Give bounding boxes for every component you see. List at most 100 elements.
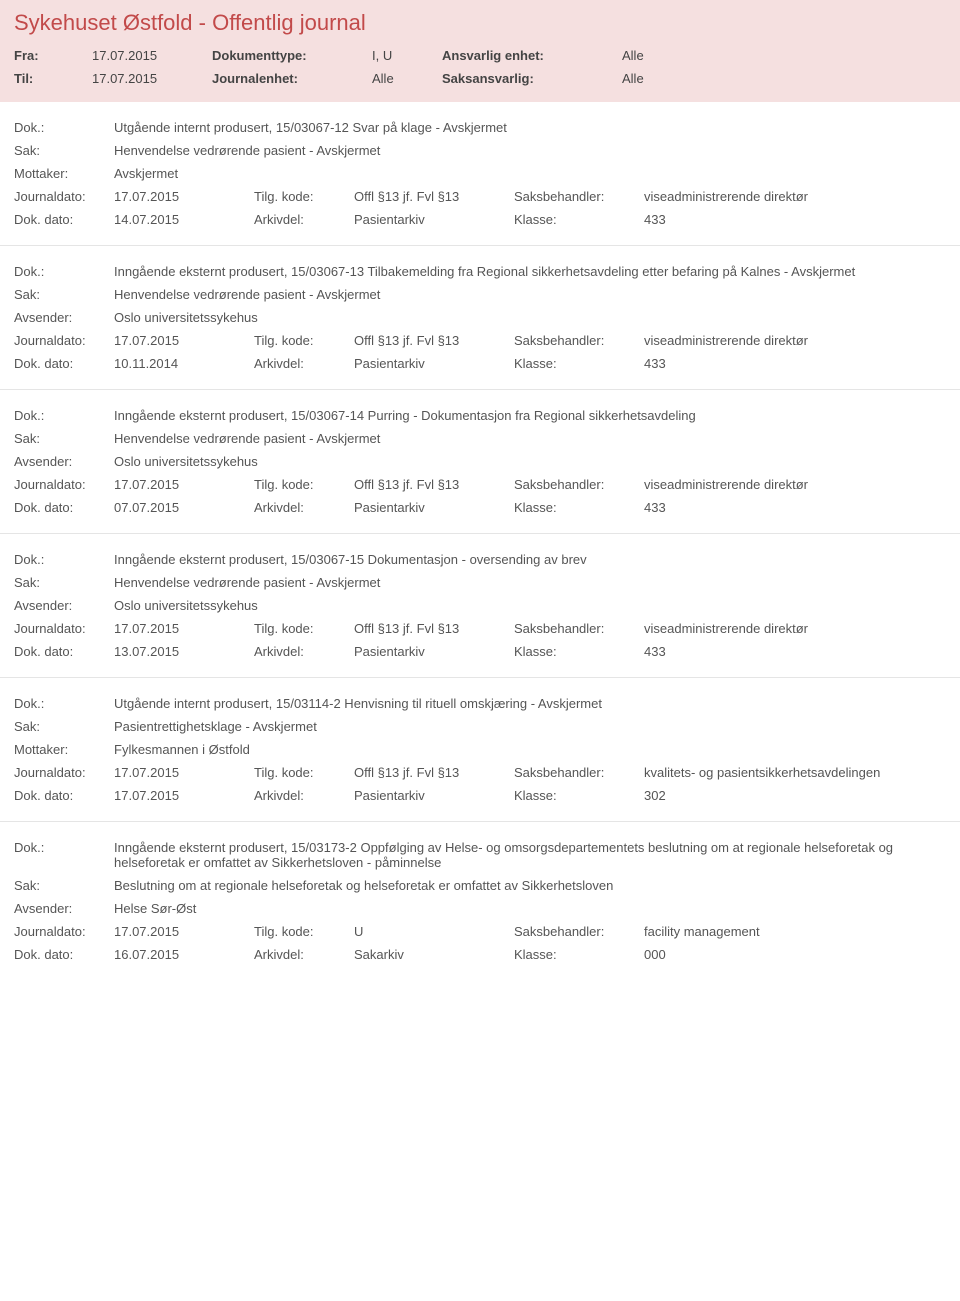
ansvarlig-enhet-value: Alle: [622, 48, 644, 63]
party-label: Mottaker:: [14, 742, 114, 757]
tilgkode-value: Offl §13 jf. Fvl §13: [354, 765, 514, 780]
journal-entry: Dok.:Inngående eksternt produsert, 15/03…: [0, 534, 960, 678]
saksbehandler-label: Saksbehandler:: [514, 924, 644, 939]
dokdato-label: Dok. dato:: [14, 356, 114, 371]
arkivdel-value: Pasientarkiv: [354, 788, 514, 803]
dokdato-value: 07.07.2015: [114, 500, 254, 515]
party-value: Oslo universitetssykehus: [114, 310, 946, 325]
party-label: Mottaker:: [14, 166, 114, 181]
dokdato-label: Dok. dato:: [14, 947, 114, 962]
klasse-label: Klasse:: [514, 644, 644, 659]
dok-label: Dok.:: [14, 696, 114, 711]
journal-entry: Dok.:Utgående internt produsert, 15/0306…: [0, 102, 960, 246]
dok-label: Dok.:: [14, 120, 114, 135]
saksbehandler-label: Saksbehandler:: [514, 621, 644, 636]
arkivdel-label: Arkivdel:: [254, 212, 354, 227]
saksbehandler-label: Saksbehandler:: [514, 189, 644, 204]
journal-entry: Dok.:Utgående internt produsert, 15/0311…: [0, 678, 960, 822]
dok-value: Inngående eksternt produsert, 15/03067-1…: [114, 408, 946, 423]
arkivdel-value: Pasientarkiv: [354, 644, 514, 659]
party-label: Avsender:: [14, 454, 114, 469]
dok-label: Dok.:: [14, 408, 114, 423]
party-value: Fylkesmannen i Østfold: [114, 742, 946, 757]
saksansvarlig-label: Saksansvarlig:: [442, 71, 622, 86]
dokdato-value: 10.11.2014: [114, 356, 254, 371]
dokumenttype-value: I, U: [372, 48, 442, 63]
arkivdel-label: Arkivdel:: [254, 947, 354, 962]
sak-label: Sak:: [14, 431, 114, 446]
saksbehandler-value: viseadministrerende direktør: [644, 621, 946, 636]
klasse-label: Klasse:: [514, 212, 644, 227]
journaldato-value: 17.07.2015: [114, 189, 254, 204]
klasse-value: 000: [644, 947, 946, 962]
klasse-label: Klasse:: [514, 788, 644, 803]
journal-entry: Dok.:Inngående eksternt produsert, 15/03…: [0, 246, 960, 390]
dok-value: Inngående eksternt produsert, 15/03067-1…: [114, 552, 946, 567]
dok-value: Utgående internt produsert, 15/03114-2 H…: [114, 696, 946, 711]
til-label: Til:: [14, 71, 92, 86]
journaldato-value: 17.07.2015: [114, 333, 254, 348]
tilgkode-label: Tilg. kode:: [254, 924, 354, 939]
saksbehandler-label: Saksbehandler:: [514, 333, 644, 348]
sak-value: Beslutning om at regionale helseforetak …: [114, 878, 946, 893]
dokdato-label: Dok. dato:: [14, 500, 114, 515]
party-label: Avsender:: [14, 598, 114, 613]
dok-label: Dok.:: [14, 552, 114, 567]
sak-label: Sak:: [14, 575, 114, 590]
klasse-value: 433: [644, 212, 946, 227]
journaldato-label: Journaldato:: [14, 333, 114, 348]
tilgkode-label: Tilg. kode:: [254, 621, 354, 636]
tilgkode-value: Offl §13 jf. Fvl §13: [354, 189, 514, 204]
journaldato-value: 17.07.2015: [114, 477, 254, 492]
klasse-value: 433: [644, 500, 946, 515]
sak-value: Henvendelse vedrørende pasient - Avskjer…: [114, 431, 946, 446]
arkivdel-value: Pasientarkiv: [354, 356, 514, 371]
saksbehandler-label: Saksbehandler:: [514, 765, 644, 780]
journaldato-label: Journaldato:: [14, 189, 114, 204]
journalenhet-value: Alle: [372, 71, 442, 86]
tilgkode-label: Tilg. kode:: [254, 189, 354, 204]
saksbehandler-value: facility management: [644, 924, 946, 939]
ansvarlig-enhet-label: Ansvarlig enhet:: [442, 48, 622, 63]
party-value: Oslo universitetssykehus: [114, 454, 946, 469]
arkivdel-value: Pasientarkiv: [354, 500, 514, 515]
dokdato-value: 14.07.2015: [114, 212, 254, 227]
dok-value: Utgående internt produsert, 15/03067-12 …: [114, 120, 946, 135]
sak-label: Sak:: [14, 143, 114, 158]
tilgkode-label: Tilg. kode:: [254, 765, 354, 780]
party-label: Avsender:: [14, 310, 114, 325]
journaldato-value: 17.07.2015: [114, 924, 254, 939]
saksbehandler-value: viseadministrerende direktør: [644, 477, 946, 492]
sak-label: Sak:: [14, 287, 114, 302]
party-value: Avskjermet: [114, 166, 946, 181]
arkivdel-label: Arkivdel:: [254, 644, 354, 659]
dok-value: Inngående eksternt produsert, 15/03173-2…: [114, 840, 946, 870]
journal-entry: Dok.:Inngående eksternt produsert, 15/03…: [0, 822, 960, 980]
fra-label: Fra:: [14, 48, 92, 63]
fra-value: 17.07.2015: [92, 48, 212, 63]
klasse-label: Klasse:: [514, 356, 644, 371]
tilgkode-label: Tilg. kode:: [254, 477, 354, 492]
sak-value: Henvendelse vedrørende pasient - Avskjer…: [114, 575, 946, 590]
tilgkode-value: U: [354, 924, 514, 939]
saksbehandler-label: Saksbehandler:: [514, 477, 644, 492]
sak-label: Sak:: [14, 719, 114, 734]
dokdato-value: 13.07.2015: [114, 644, 254, 659]
dok-label: Dok.:: [14, 840, 114, 855]
sak-value: Henvendelse vedrørende pasient - Avskjer…: [114, 287, 946, 302]
filter-row-1: Fra: 17.07.2015 Dokumenttype: I, U Ansva…: [14, 44, 946, 67]
journaldato-label: Journaldato:: [14, 924, 114, 939]
arkivdel-label: Arkivdel:: [254, 356, 354, 371]
party-value: Helse Sør-Øst: [114, 901, 946, 916]
dok-label: Dok.:: [14, 264, 114, 279]
entries-list: Dok.:Utgående internt produsert, 15/0306…: [0, 102, 960, 980]
saksbehandler-value: viseadministrerende direktør: [644, 333, 946, 348]
saksbehandler-value: viseadministrerende direktør: [644, 189, 946, 204]
journaldato-label: Journaldato:: [14, 765, 114, 780]
page-title: Sykehuset Østfold - Offentlig journal: [14, 0, 946, 44]
tilgkode-value: Offl §13 jf. Fvl §13: [354, 477, 514, 492]
page-header: Sykehuset Østfold - Offentlig journal Fr…: [0, 0, 960, 102]
klasse-value: 433: [644, 644, 946, 659]
klasse-label: Klasse:: [514, 947, 644, 962]
tilgkode-value: Offl §13 jf. Fvl §13: [354, 333, 514, 348]
